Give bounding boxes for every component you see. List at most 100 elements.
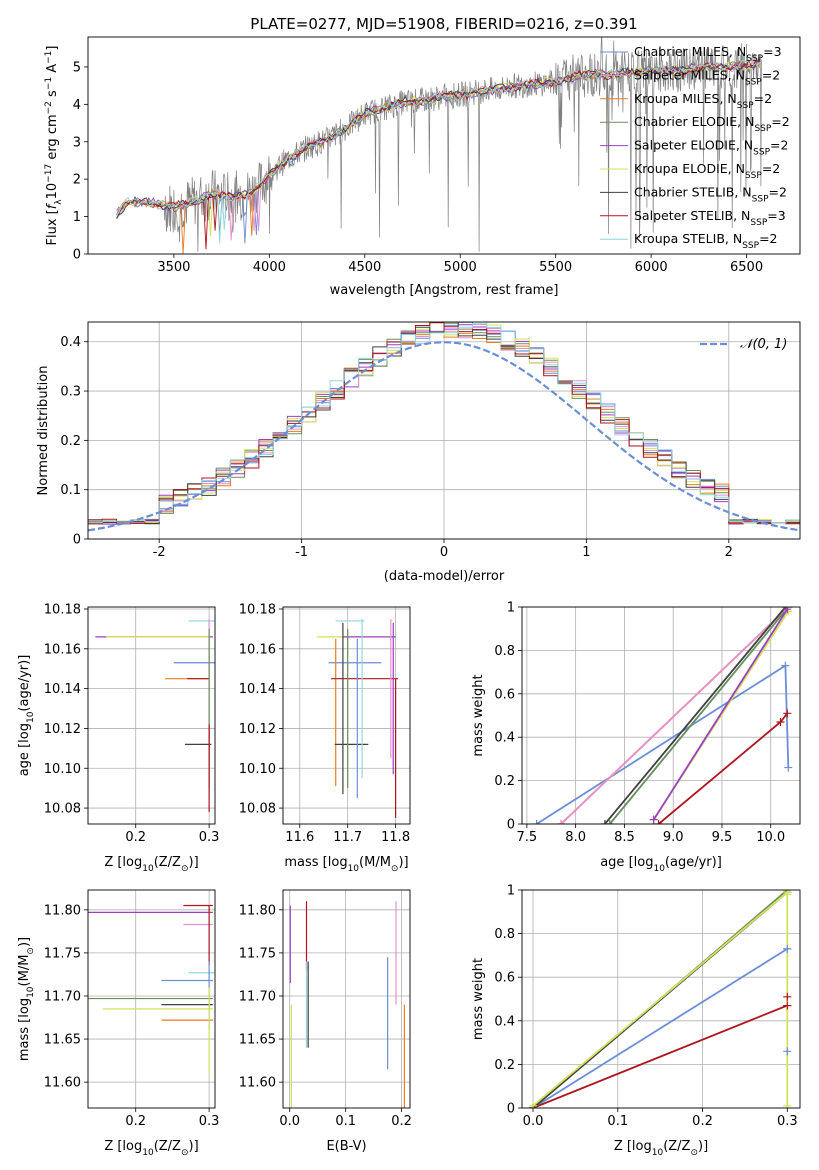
x-axis-label: E(B-V) <box>326 1139 366 1154</box>
y-tick-label: 0.4 <box>494 1014 515 1029</box>
weight-marker <box>783 1101 792 1108</box>
y-tick-label: 3 <box>73 135 81 150</box>
weight-line-kroupa-elodie <box>532 890 789 1107</box>
weight-marker <box>783 992 792 1001</box>
weight-marker <box>781 661 790 670</box>
x-tick-label: 1 <box>582 545 590 560</box>
x-tick-label: -1 <box>295 545 308 560</box>
legend-entry: Kroupa ELODIE, NSSP=2 <box>634 161 780 181</box>
x-tick-label: 6000 <box>635 260 668 275</box>
weight-marker <box>529 1101 538 1108</box>
weight-marker <box>776 718 785 727</box>
chart-mass-age: 11.6 11.7 11.8 10.08 10.10 10.12 10.14 10.16 10.… <box>239 602 411 874</box>
x-axis-label: (data-model)/error <box>384 569 505 584</box>
x-tick-label: 0.2 <box>125 830 146 845</box>
weight-line-salpeter-stelib <box>532 1004 788 1108</box>
y-axis-label: age [log10(age/yr)] <box>17 655 36 777</box>
y-tick-label: 0.8 <box>494 644 515 659</box>
x-tick-label: 11.7 <box>333 830 362 845</box>
x-axis-label: Z [log10(Z/Z⊙)] <box>104 1139 198 1158</box>
axes-frame <box>282 606 411 825</box>
y-tick-label: 0.2 <box>494 774 515 789</box>
x-tick-label: 11.8 <box>381 830 410 845</box>
y-tick-label: 11.65 <box>239 1033 276 1048</box>
plot-area <box>88 904 215 1074</box>
plot-area <box>529 890 792 1108</box>
model-line-kroupa-stelib <box>116 59 761 244</box>
weight-marker <box>783 607 792 614</box>
x-tick-label: 8.5 <box>614 830 635 845</box>
figure-title: PLATE=0277, MJD=51908, FIBERID=0216, z=0… <box>250 15 637 33</box>
y-tick-label: 11.60 <box>239 1076 276 1091</box>
y-axis-label: Flux [fλ10−17 erg cm−2 s−1 A−1] <box>44 46 64 246</box>
legend-entry: Chabrier STELIB, NSSP=2 <box>634 184 787 204</box>
weight-line-chabrier-miles <box>536 663 790 824</box>
legend-entry: Chabrier ELODIE, NSSP=2 <box>634 114 790 134</box>
plot-area <box>316 618 399 819</box>
x-tick-label: 8.0 <box>565 830 586 845</box>
x-tick-label: 7.5 <box>517 830 538 845</box>
weight-marker <box>654 820 663 824</box>
weight-line-chabrier-miles <box>532 948 788 1108</box>
y-tick-label: 10.10 <box>44 762 81 777</box>
x-tick-label: 0.0 <box>523 1114 544 1129</box>
x-tick-label: 0.3 <box>777 1114 798 1129</box>
y-tick-label: 0.2 <box>494 1058 515 1073</box>
x-tick-label: 5500 <box>539 260 572 275</box>
y-tick-label: 10.12 <box>239 722 276 737</box>
y-tick-label: 11.80 <box>44 903 81 918</box>
y-tick-label: 1 <box>73 210 81 225</box>
y-axis-label: Normed distribution <box>36 366 51 496</box>
y-tick-label: 0 <box>73 533 81 548</box>
y-tick-label: 1 <box>507 601 515 616</box>
axes-frame <box>282 889 411 1109</box>
weight-marker <box>783 1001 792 1010</box>
y-tick-label: 10.16 <box>44 642 81 657</box>
histogram-chabrier-stelib <box>88 322 800 524</box>
legend-entry: Chabrier MILES, NSSP=3 <box>634 44 782 64</box>
histogram-salpeter-elodie <box>88 324 800 525</box>
y-tick-label: 10.14 <box>44 682 81 697</box>
y-tick-label: 0.4 <box>60 335 81 350</box>
y-tick-label: 0 <box>73 248 81 263</box>
y-tick-label: 10.18 <box>239 602 276 617</box>
histogram-kroupa-stelib <box>88 323 800 525</box>
x-tick-label: 10.0 <box>756 830 785 845</box>
weight-line-chabrier-elodie <box>609 607 789 824</box>
x-tick-label: 0.0 <box>279 1114 300 1129</box>
chart-Z-weight: 0.0 0.1 0.2 0.3 0 0.2 0.4 0.6 0.8 1 Z [log10(Z/Z⊙)… <box>471 884 801 1158</box>
chart-age-weight: 7.5 8.0 8.5 9.0 9.5 10.0 0 0.2 0.4 0.6 0.8 1 age [lo… <box>471 601 801 874</box>
y-axis-label: mass weight <box>471 674 486 756</box>
y-tick-label: 11.80 <box>239 903 276 918</box>
y-tick-label: 11.65 <box>44 1033 81 1048</box>
weight-line-salpeter-miles <box>560 607 789 824</box>
weight-marker <box>557 820 566 824</box>
x-tick-label: 11.6 <box>285 830 314 845</box>
weight-marker <box>532 820 541 824</box>
weight-marker <box>783 944 792 953</box>
x-axis-label: Z [log10(Z/Z⊙)] <box>614 1139 708 1158</box>
y-tick-label: 5 <box>73 60 81 75</box>
histogram-kroupa-elodie <box>88 322 800 525</box>
x-tick-label: 0.3 <box>199 830 220 845</box>
y-tick-label: 10.12 <box>44 722 81 737</box>
x-tick-label: 6500 <box>730 260 763 275</box>
x-axis-label: age [log10(age/yr)] <box>600 855 722 874</box>
plot-area <box>532 607 793 824</box>
weight-marker <box>649 815 658 824</box>
histogram-chabrier-elodie <box>88 322 800 525</box>
x-tick-label: 0.1 <box>607 1114 628 1129</box>
y-tick-label: 10.08 <box>239 802 276 817</box>
x-tick-label: 2 <box>725 545 733 560</box>
y-tick-label: 11.75 <box>44 946 81 961</box>
y-tick-label: 0.2 <box>60 434 81 449</box>
y-tick-label: 10.08 <box>44 802 81 817</box>
weight-line-chabrier-stelib <box>604 607 787 824</box>
x-tick-label: 3500 <box>157 260 190 275</box>
y-tick-label: 11.75 <box>239 946 276 961</box>
chart-Z-mass: 0.2 0.3 11.60 11.65 11.70 11.75 11.80 Z [log10(… <box>17 889 219 1158</box>
plot-area <box>116 37 762 254</box>
y-tick-label: 11.60 <box>44 1076 81 1091</box>
y-tick-label: 10.16 <box>239 642 276 657</box>
